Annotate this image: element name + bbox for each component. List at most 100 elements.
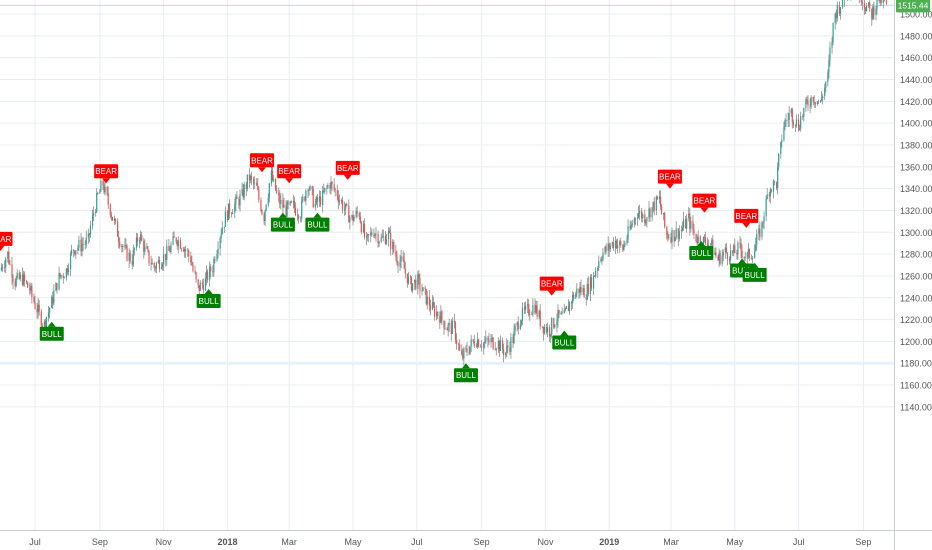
candle-body xyxy=(666,226,668,235)
signal-arrow xyxy=(278,212,287,218)
candle-body xyxy=(611,242,613,246)
bear-signal[interactable]: BEAR xyxy=(692,193,717,213)
candle-body xyxy=(444,328,446,330)
bear-signal[interactable]: BEAR xyxy=(657,169,682,189)
bull-signal[interactable]: BULL xyxy=(689,241,714,261)
candle-body xyxy=(802,116,804,118)
x-tick-label: Sep xyxy=(92,537,108,547)
candle-body xyxy=(185,249,187,252)
candle-body xyxy=(754,251,756,258)
candle-body xyxy=(579,286,581,293)
y-tick-label: 1380.00 xyxy=(900,141,932,151)
last-price-box xyxy=(896,0,930,13)
candle-body xyxy=(481,346,483,348)
y-tick-label: 1460.00 xyxy=(900,53,932,63)
bull-signal[interactable]: BULL xyxy=(453,363,478,383)
candle-body xyxy=(872,6,874,20)
candle-body xyxy=(741,251,743,258)
candle-body xyxy=(864,8,867,11)
candle-body xyxy=(636,217,639,219)
bull-signal[interactable]: BULL xyxy=(552,330,577,350)
candle-body xyxy=(736,253,738,255)
candle-body xyxy=(305,190,307,201)
candle-body xyxy=(487,337,489,340)
candle-body xyxy=(637,213,640,218)
bear-signal[interactable]: BEAR xyxy=(335,160,360,180)
candle-body xyxy=(109,204,111,215)
candle-body xyxy=(330,181,332,189)
candle-body xyxy=(312,189,314,208)
candle-body xyxy=(784,120,786,128)
bear-signal[interactable]: BEAR xyxy=(94,164,119,184)
bull-signal[interactable]: BULL xyxy=(39,321,64,341)
candle-body xyxy=(534,304,536,313)
candle-body xyxy=(45,317,48,329)
bull-signal[interactable]: BULL xyxy=(270,212,295,232)
bull-signal[interactable]: BULL xyxy=(742,262,767,282)
signal-box xyxy=(657,169,682,184)
signals-layer[interactable]: BEAR BULL BEAR BULL BEAR BULL BEAR BULL BEAR BULL… xyxy=(0,0,883,383)
candle-body xyxy=(820,98,823,101)
candle-body xyxy=(221,227,223,235)
candle-body xyxy=(212,271,214,273)
candle-body xyxy=(787,119,789,121)
candle-body xyxy=(78,239,80,248)
candle-body xyxy=(143,240,145,252)
candle-body xyxy=(685,219,687,229)
candle-body xyxy=(704,237,707,244)
x-tick-label: Jul xyxy=(411,537,423,547)
candle-body xyxy=(157,260,160,264)
candle-body xyxy=(719,253,721,264)
candle-body xyxy=(747,249,749,254)
candle-body xyxy=(809,105,811,107)
candle-body xyxy=(238,198,240,206)
candle-body xyxy=(245,184,247,189)
candle-body xyxy=(778,153,780,168)
signal-box xyxy=(94,164,119,179)
candle-body xyxy=(4,267,6,268)
bear-signal[interactable]: BEAR xyxy=(0,231,13,251)
candle-body xyxy=(49,308,51,313)
candle-body xyxy=(179,240,181,249)
candle-body xyxy=(832,22,834,43)
candle-body xyxy=(739,242,741,244)
candle-body xyxy=(758,228,760,235)
candle-body xyxy=(270,170,272,184)
candle-body xyxy=(363,223,366,238)
y-tick-label: 1180.00 xyxy=(900,359,932,369)
candle-body xyxy=(429,305,431,310)
bear-signal[interactable]: BEAR xyxy=(539,276,564,296)
candle-body xyxy=(352,215,354,222)
candle-body xyxy=(170,244,172,253)
candle-body xyxy=(62,275,64,278)
bear-signal[interactable]: BEAR xyxy=(249,153,274,173)
candle-body xyxy=(600,259,602,262)
candle-body xyxy=(651,206,653,218)
candle-body xyxy=(797,119,800,130)
signal-box xyxy=(453,368,478,383)
candle-body xyxy=(693,229,695,234)
candle-body xyxy=(792,121,794,125)
candle-body xyxy=(348,205,350,223)
candle-body xyxy=(336,190,338,197)
candle-body xyxy=(163,253,165,265)
candle-body xyxy=(448,322,450,325)
candle-body xyxy=(505,352,507,356)
candle-body xyxy=(311,186,313,190)
candle-body xyxy=(838,5,840,14)
bear-signal[interactable]: BEAR xyxy=(277,164,302,184)
signal-arrow xyxy=(343,174,352,180)
candle-body xyxy=(59,273,61,277)
candle-body xyxy=(316,197,319,202)
bull-signal[interactable]: BULL xyxy=(305,212,330,232)
candle-body xyxy=(737,242,739,255)
bull-signal[interactable]: BULL xyxy=(196,289,221,309)
bear-signal[interactable]: BEAR xyxy=(734,208,759,228)
candle-body xyxy=(100,180,102,192)
candle-body xyxy=(241,189,243,195)
candle-body xyxy=(327,184,329,188)
candle-body xyxy=(309,186,311,190)
y-tick-label: 1160.00 xyxy=(900,381,932,391)
candle-body xyxy=(791,109,793,122)
